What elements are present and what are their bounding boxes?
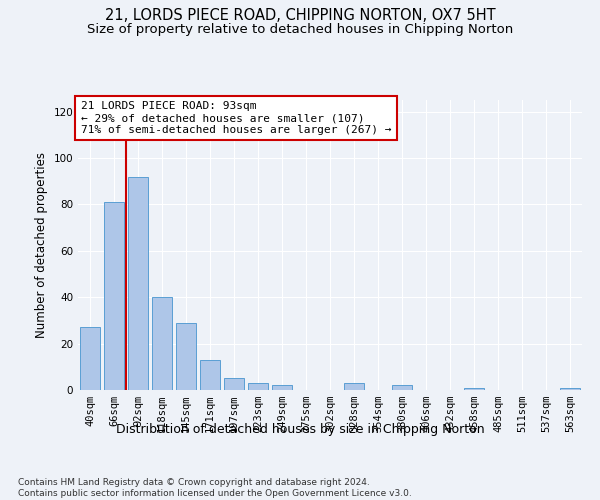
Bar: [200, 360, 220, 390]
Y-axis label: Number of detached properties: Number of detached properties: [35, 152, 48, 338]
Bar: [392, 386, 412, 390]
Text: 21 LORDS PIECE ROAD: 93sqm
← 29% of detached houses are smaller (107)
71% of sem: 21 LORDS PIECE ROAD: 93sqm ← 29% of deta…: [80, 102, 391, 134]
Bar: [560, 388, 580, 390]
Bar: [344, 383, 364, 390]
Bar: [272, 386, 292, 390]
Bar: [80, 328, 100, 390]
Text: 21, LORDS PIECE ROAD, CHIPPING NORTON, OX7 5HT: 21, LORDS PIECE ROAD, CHIPPING NORTON, O…: [104, 8, 496, 22]
Bar: [152, 297, 172, 390]
Bar: [128, 176, 148, 390]
Bar: [464, 388, 484, 390]
Text: Contains HM Land Registry data © Crown copyright and database right 2024.
Contai: Contains HM Land Registry data © Crown c…: [18, 478, 412, 498]
Bar: [176, 322, 196, 390]
Bar: [248, 383, 268, 390]
Bar: [224, 378, 244, 390]
Text: Size of property relative to detached houses in Chipping Norton: Size of property relative to detached ho…: [87, 22, 513, 36]
Bar: [104, 202, 124, 390]
Text: Distribution of detached houses by size in Chipping Norton: Distribution of detached houses by size …: [116, 422, 484, 436]
